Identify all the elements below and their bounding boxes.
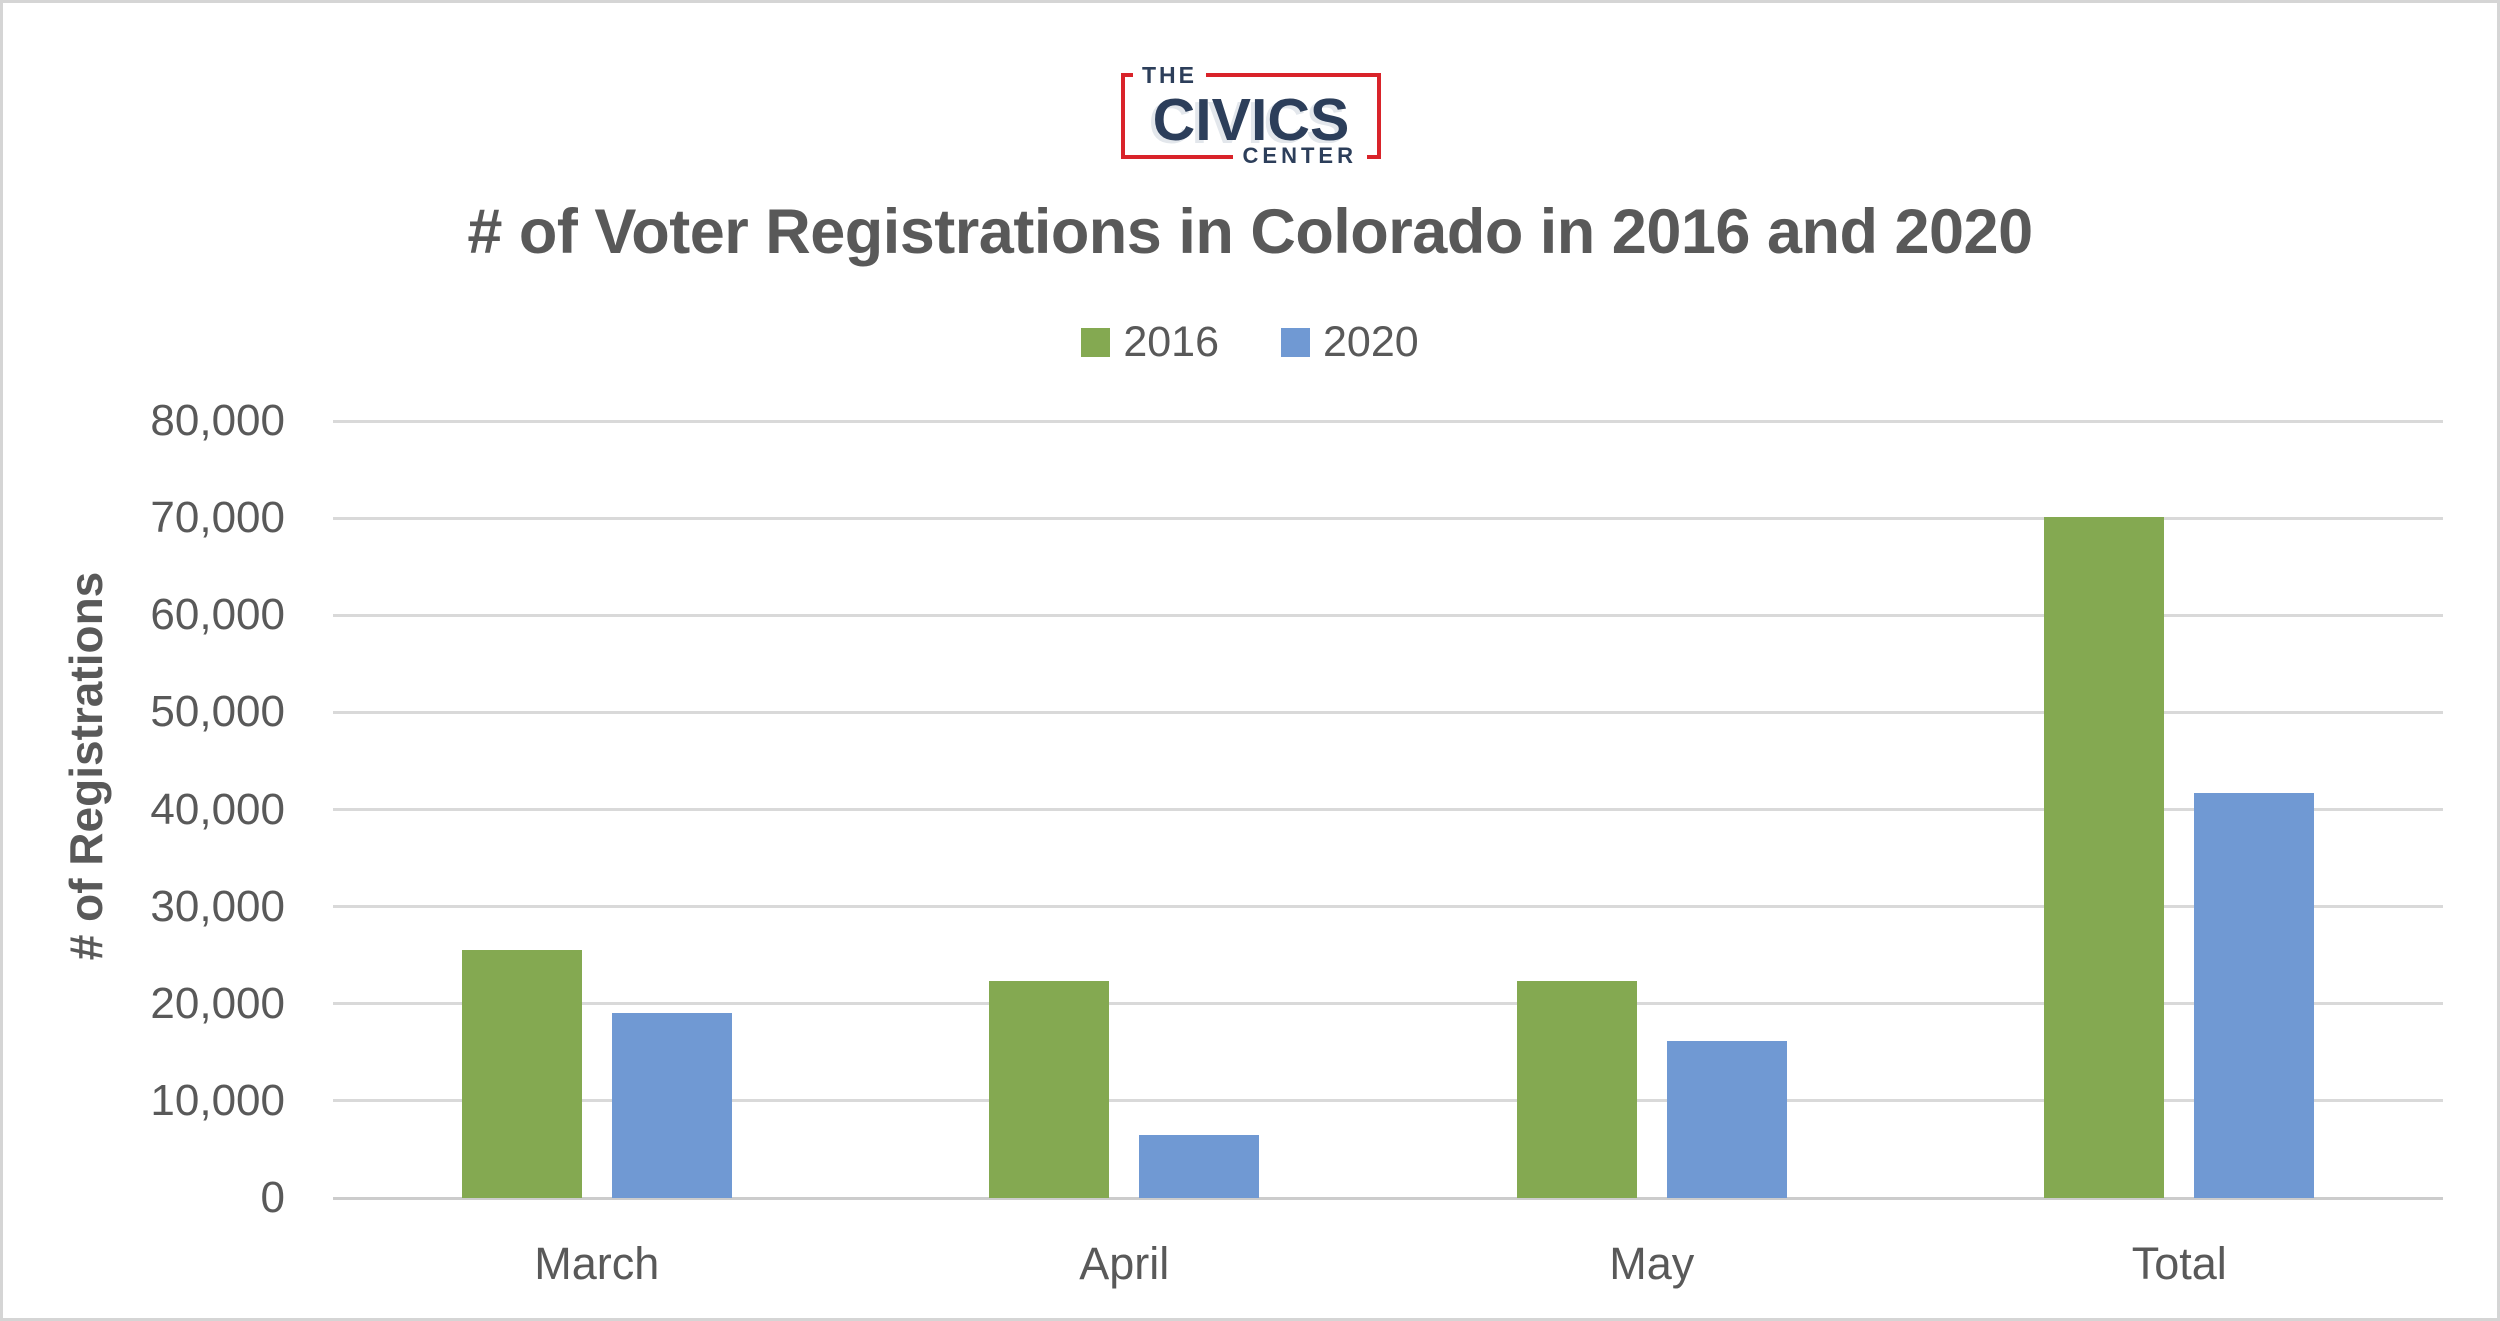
bar-2020-may (1666, 1040, 1787, 1198)
chart-title: # of Voter Registrations in Colorado in … (467, 197, 2033, 267)
gridline-80000 (333, 419, 2443, 423)
y-tick-label-10000: 10,000 (150, 1075, 285, 1125)
gridline-40000 (333, 808, 2443, 811)
gridline-60000 (333, 613, 2443, 617)
y-tick-label-70000: 70,000 (150, 493, 285, 543)
bar-2016-april (989, 981, 1110, 1198)
x-tick-label-april: April (1079, 1238, 1170, 1289)
bar-2020-total (2194, 793, 2315, 1198)
gridline-10000 (333, 1099, 2443, 1103)
legend-swatch-2020 (1281, 327, 1310, 357)
y-tick-label-50000: 50,000 (150, 687, 285, 737)
x-tick-label-may: May (1609, 1238, 1695, 1289)
legend-swatch-2016 (1081, 327, 1111, 357)
civics-center-logo: THE CIVICS CENTER (1121, 62, 1381, 169)
x-tick-label-total: Total (2131, 1238, 2227, 1289)
bar-2016-march (461, 950, 582, 1198)
legend-label-2020: 2020 (1323, 318, 1419, 366)
bar-2020-march (611, 1013, 732, 1198)
logo-civics-text: CIVICS (1152, 87, 1350, 153)
bar-2016-total (2044, 517, 2165, 1198)
legend-label-2016: 2016 (1123, 318, 1219, 366)
gridline-50000 (333, 710, 2443, 714)
gridline-20000 (333, 1002, 2443, 1006)
gridline-0 (333, 1196, 2443, 1200)
y-tick-label-60000: 60,000 (150, 590, 285, 640)
legend-item-2016: 2016 (1081, 320, 1219, 364)
logo-center-text: CENTER (1232, 143, 1367, 169)
legend-item-2020: 2020 (1281, 320, 1419, 364)
legend: 2016 2020 (3, 320, 2497, 364)
bar-2020-april (1139, 1134, 1260, 1198)
x-tick-label-march: March (534, 1238, 660, 1289)
y-tick-label-30000: 30,000 (150, 881, 285, 931)
bar-2016-may (1516, 981, 1637, 1198)
y-tick-label-0: 0 (260, 1173, 285, 1222)
y-tick-label-40000: 40,000 (150, 784, 285, 834)
y-tick-label-80000: 80,000 (150, 396, 285, 445)
logo-the-text: THE (1133, 62, 1206, 88)
y-tick-label-20000: 20,000 (150, 978, 285, 1028)
gridline-30000 (333, 905, 2443, 909)
gridline-70000 (333, 516, 2443, 520)
plot-area: 0 10,000 20,000 30,000 40,000 50,000 60,000 70,… (150, 398, 2443, 1288)
